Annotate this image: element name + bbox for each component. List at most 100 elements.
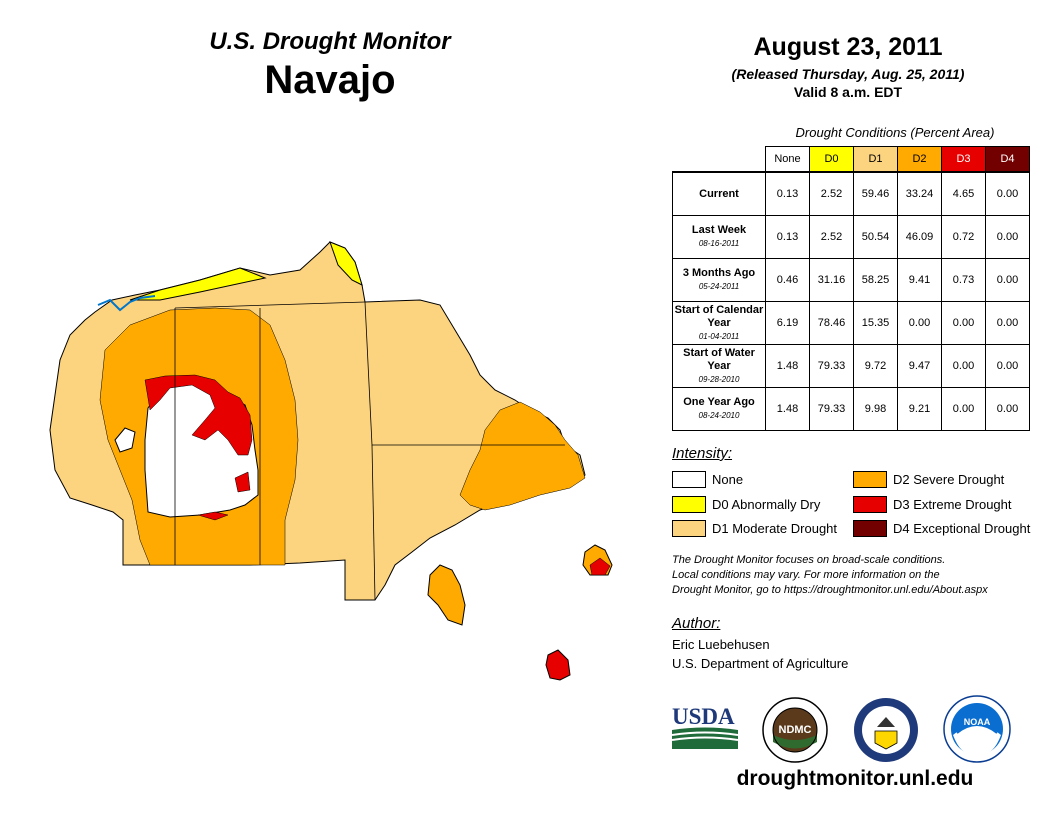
row-date: 08-16-2011 <box>698 239 740 248</box>
row-label-text: 3 Months Ago <box>682 267 756 279</box>
note-line: Local conditions may vary. For more info… <box>672 569 940 581</box>
author-title: Author: <box>672 615 721 632</box>
d0-region-east <box>329 241 363 286</box>
legend-swatch <box>672 520 706 537</box>
d3-region <box>144 374 253 456</box>
table-cell: 9.47 <box>897 344 942 388</box>
legend-label: D4 Exceptional Drought <box>893 521 1031 536</box>
table-cell: 0.00 <box>985 215 1030 259</box>
col-header-d0: D0 <box>809 146 854 173</box>
drought-map <box>49 241 613 681</box>
table-cell: 79.33 <box>809 344 854 388</box>
row-label: One Year Ago 08-24-2010 <box>672 387 766 431</box>
table-cell: 0.00 <box>985 258 1030 302</box>
col-header-d2: D2 <box>897 146 942 173</box>
region-title: Navajo <box>264 58 396 102</box>
table-cell: 0.46 <box>765 258 810 302</box>
website-link[interactable]: droughtmonitor.unl.edu <box>736 767 974 790</box>
row-date: 09-28-2010 <box>698 374 740 384</box>
table-header-row: None D0 D1 D2 D3 D4 <box>673 146 1030 173</box>
table-row: One Year Ago 08-24-2010 1.48 79.33 9.98 9.21 0… <box>672 387 1030 431</box>
legend-item-d1: D1 Moderate Drought <box>672 520 837 537</box>
river <box>97 295 156 312</box>
legend-item-d3: D3 Extreme Drought <box>853 496 1012 513</box>
table-caption: Drought Conditions (Percent Area) <box>795 125 995 140</box>
usda-logo-text: USDA <box>672 704 735 729</box>
note-line: The Drought Monitor focuses on broad-sca… <box>672 554 946 566</box>
row-date: 01-04-2011 <box>698 331 740 341</box>
legend-item-d0: D0 Abnormally Dry <box>672 496 820 513</box>
noaa-logo-text: NOAA <box>964 717 991 727</box>
d0-region <box>129 267 267 301</box>
row-label: Last Week 08-16-2011 <box>672 215 766 259</box>
table-cell: 31.16 <box>809 258 854 302</box>
table-cell: 0.00 <box>985 387 1030 431</box>
table-row: Current 0.13 2.52 59.46 33.24 4.65 0.00 <box>672 171 1030 216</box>
legend-label: D2 Severe Drought <box>893 472 1005 487</box>
ndmc-seal-icon: NDMC <box>762 697 828 763</box>
table-corner <box>673 147 766 173</box>
map-date: August 23, 2011 <box>753 33 943 61</box>
table-cell: 0.73 <box>941 258 986 302</box>
row-label: Start of Water Year 09-28-2010 <box>672 344 766 388</box>
d2-region-east <box>459 401 586 511</box>
map-subtitle: U.S. Drought Monitor <box>209 28 451 55</box>
row-label: Current <box>672 171 766 216</box>
table-row: Start of Calendar Year 01-04-2011 6.19 78.4… <box>672 301 1030 345</box>
table-cell: 0.00 <box>985 171 1030 216</box>
table-cell: 0.72 <box>941 215 986 259</box>
note-line: Drought Monitor, go to https://droughtmo… <box>672 584 988 596</box>
table-cell: 1.48 <box>765 387 810 431</box>
row-label-text: Last Week <box>691 224 747 236</box>
table-row: Start of Water Year 09-28-2010 1.48 79.33 9.… <box>672 344 1030 388</box>
table-cell: 6.19 <box>765 301 810 345</box>
noaa-logo: NOAA <box>943 695 1011 768</box>
usda-logo-icon: USDA <box>671 704 739 749</box>
release-date: (Released Thursday, Aug. 25, 2011) <box>731 66 965 82</box>
table-cell: 58.25 <box>853 258 898 302</box>
table-cell: 9.41 <box>897 258 942 302</box>
drought-conditions-table: None D0 D1 D2 D3 D4 Current 0.13 2.52 59.46… <box>672 146 1030 431</box>
legend-label: D0 Abnormally Dry <box>712 497 821 512</box>
legend-title: Intensity: <box>672 445 733 462</box>
legend-swatch <box>853 496 887 513</box>
col-header-d1: D1 <box>853 146 898 173</box>
row-label: Start of Calendar Year 01-04-2011 <box>672 301 766 345</box>
table-cell: 4.65 <box>941 171 986 216</box>
row-label-text: One Year Ago <box>683 396 755 408</box>
table-cell: 78.46 <box>809 301 854 345</box>
table-cell: 15.35 <box>853 301 898 345</box>
boundary-lines <box>174 301 565 601</box>
table-cell: 0.00 <box>941 301 986 345</box>
table-cell: 9.98 <box>853 387 898 431</box>
table-cell: 0.00 <box>941 387 986 431</box>
commerce-seal-icon <box>854 698 918 762</box>
legend-item-d4: D4 Exceptional Drought <box>853 520 1030 537</box>
table-row: Last Week 08-16-2011 0.13 2.52 50.54 46.09 0.7… <box>672 215 1030 259</box>
table-cell: 1.48 <box>765 344 810 388</box>
disclaimer-note: The Drought Monitor focuses on broad-sca… <box>672 553 1042 598</box>
ndmc-logo: NDMC <box>762 697 828 768</box>
noaa-seal-icon: NOAA <box>943 695 1011 763</box>
island-d3-c <box>545 649 571 681</box>
table-cell: 2.52 <box>809 215 854 259</box>
table-cell: 9.72 <box>853 344 898 388</box>
legend-swatch <box>672 496 706 513</box>
doc-logo <box>853 697 919 768</box>
table-cell: 59.46 <box>853 171 898 216</box>
d3-spot-south <box>197 511 229 521</box>
legend-swatch <box>672 471 706 488</box>
table-cell: 50.54 <box>853 215 898 259</box>
table-cell: 0.00 <box>941 344 986 388</box>
table-cell: 0.13 <box>765 215 810 259</box>
usda-logo: USDA <box>671 703 739 749</box>
table-cell: 2.52 <box>809 171 854 216</box>
legend-swatch <box>853 471 887 488</box>
table-body: Current 0.13 2.52 59.46 33.24 4.65 0.00 Last We… <box>672 171 1030 431</box>
legend-item-d2: D2 Severe Drought <box>853 471 1004 488</box>
legend-label: D1 Moderate Drought <box>712 521 838 536</box>
row-date: 05-24-2011 <box>698 282 740 291</box>
legend-label: None <box>712 472 744 487</box>
ndmc-logo-text: NDMC <box>779 724 812 736</box>
d3-spot <box>234 471 251 493</box>
